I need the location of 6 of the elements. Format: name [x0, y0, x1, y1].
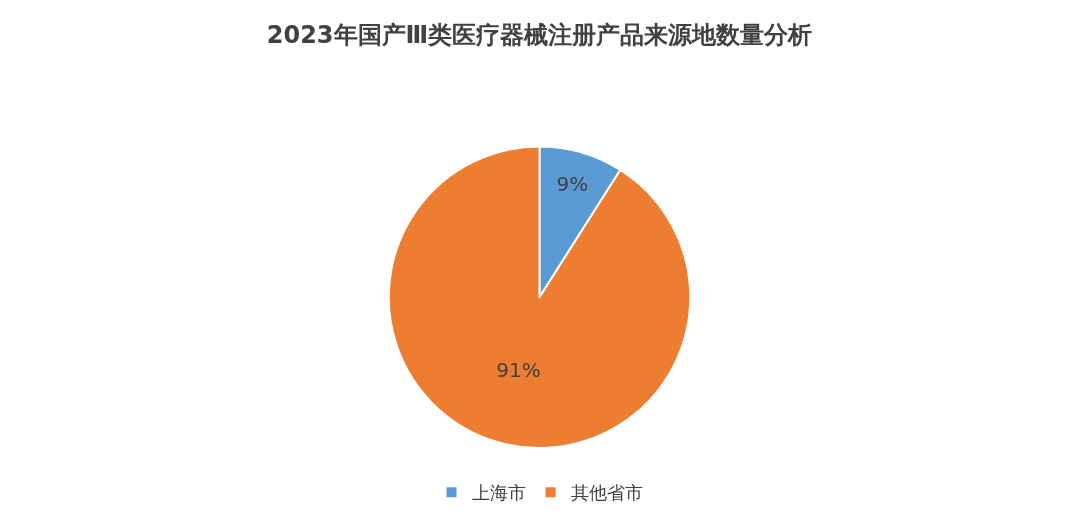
chart-title: 2023年国产Ⅲ类医疗器械注册产品来源地数量分析 [266, 21, 813, 50]
data-label: 91% [496, 357, 541, 382]
pie-slice [387, 145, 692, 449]
legend-label: 上海市 [471, 482, 526, 504]
legend-label: 其他省市 [570, 482, 643, 504]
data-label: 9% [556, 172, 589, 197]
